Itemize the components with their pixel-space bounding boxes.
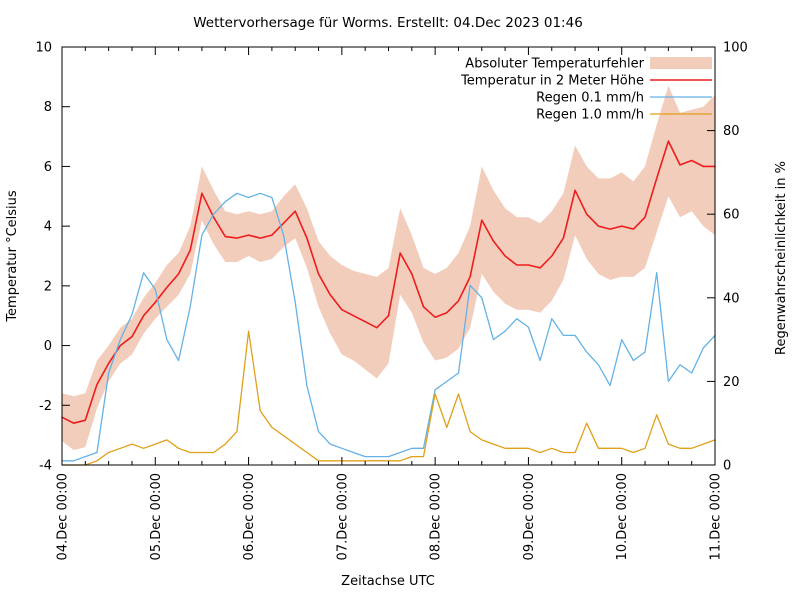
legend-item-label: Temperatur in 2 Meter Höhe bbox=[460, 74, 644, 89]
y-left-axis-title: Temperatur °Celsius bbox=[5, 190, 20, 323]
legend-item: Regen 1.0 mm/h bbox=[536, 108, 712, 123]
legend: Absoluter Temperaturfehler Temperatur in … bbox=[460, 57, 712, 123]
legend-item: Temperatur in 2 Meter Höhe bbox=[460, 74, 712, 89]
y-left-tick-label: 8 bbox=[44, 100, 52, 115]
x-axis-title: Zeitachse UTC bbox=[341, 574, 435, 589]
series-lines bbox=[61, 140, 716, 466]
legend-item-label: Regen 1.0 mm/h bbox=[536, 108, 644, 123]
chart-title: Wettervorhersage für Worms. Erstellt: 04… bbox=[193, 15, 583, 31]
x-tick-label: 10.Dec 00:00 bbox=[615, 473, 630, 560]
temperature-line bbox=[61, 140, 716, 425]
x-tick-label: 07.Dec 00:00 bbox=[335, 473, 350, 560]
rain-01-line bbox=[61, 192, 716, 462]
x-tick-label: 11.Dec 00:00 bbox=[709, 473, 724, 560]
legend-item-label: Absoluter Temperaturfehler bbox=[465, 57, 644, 72]
y-left-tick-label: 10 bbox=[35, 41, 52, 56]
error-band-area bbox=[62, 85, 715, 451]
y-right-axis-title: Regenwahrscheinlichkeit in % bbox=[774, 161, 789, 355]
y-right-tick-label: 60 bbox=[723, 208, 740, 223]
y-left-tick-label: -4 bbox=[39, 459, 52, 474]
y-left-tick-label: -2 bbox=[39, 399, 52, 414]
y-left-tick-label: 4 bbox=[44, 220, 52, 235]
x-tick-label: 04.Dec 00:00 bbox=[56, 473, 71, 560]
rain-10-line bbox=[61, 330, 716, 466]
x-tick-label: 05.Dec 00:00 bbox=[149, 473, 164, 560]
y-right-tick-label: 40 bbox=[723, 291, 740, 306]
legend-item: Regen 0.1 mm/h bbox=[536, 91, 712, 106]
y-right-tick-label: 100 bbox=[723, 41, 748, 56]
legend-band-swatch bbox=[650, 57, 712, 69]
y-right-tick-label: 20 bbox=[723, 375, 740, 390]
y-left-tick-label: 6 bbox=[44, 160, 52, 175]
x-tick-labels: 04.Dec 00:00 05.Dec 00:00 06.Dec 00:00 07.D… bbox=[56, 473, 724, 560]
axes bbox=[61, 46, 716, 466]
temperature-error-band bbox=[62, 85, 715, 451]
legend-item: Absoluter Temperaturfehler bbox=[465, 57, 712, 72]
y-left-tick-label: 2 bbox=[44, 279, 52, 294]
x-tick-label: 08.Dec 00:00 bbox=[429, 473, 444, 560]
x-tick-label: 06.Dec 00:00 bbox=[242, 473, 257, 560]
y-left-tick-label: 0 bbox=[44, 339, 52, 354]
legend-item-label: Regen 0.1 mm/h bbox=[536, 91, 644, 106]
x-tick-label: 09.Dec 00:00 bbox=[522, 473, 537, 560]
y-right-tick-label: 0 bbox=[723, 459, 731, 474]
y-right-tick-label: 80 bbox=[723, 124, 740, 139]
